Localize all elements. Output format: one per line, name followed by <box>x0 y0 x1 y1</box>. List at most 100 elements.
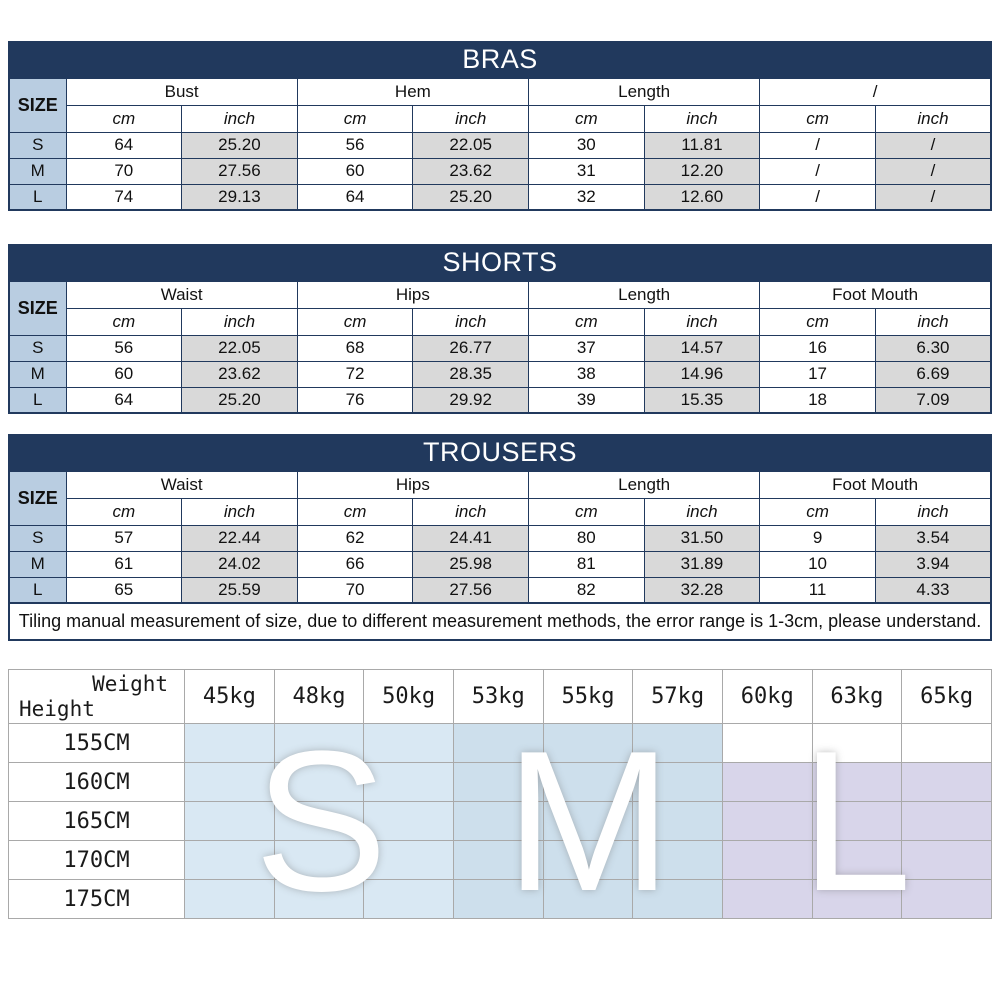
grid-cell <box>452 840 544 880</box>
weight-header-row: Weight Height 45kg 48kg 50kg 53kg 55kg 57kg 60… <box>8 669 992 724</box>
grid-cell <box>811 840 903 880</box>
trousers-table: SIZE Waist Hips Length Foot Mouth cm inc… <box>8 470 992 604</box>
grid-cell <box>452 879 544 919</box>
grid-cell <box>184 801 275 841</box>
cm-value: 39 <box>528 386 645 414</box>
unit-inch: inch <box>874 497 992 526</box>
grid-cell <box>273 840 365 880</box>
unit-inch: inch <box>181 497 298 526</box>
height-weight-body: 155CM 160CM 165CM 170CM 175CM <box>8 723 992 919</box>
inch-value: 22.44 <box>181 524 298 552</box>
size-chart-page: BRAS SIZE Bust Hem Length / cm inch cm i… <box>8 41 992 921</box>
group-header-slash: / <box>759 77 992 106</box>
unit-inch: inch <box>412 307 529 336</box>
size-row: M 70 27.56 60 23.62 31 12.20// <box>8 157 992 185</box>
grid-cell <box>363 801 454 841</box>
grid-cell <box>452 801 544 841</box>
height-row: 155CM <box>8 723 992 763</box>
inch-value: 27.56 <box>412 576 529 604</box>
shorts-rows: S 56 22.05 68 26.77 37 14.57 16 6.30 M 60 23.62 72 28… <box>8 334 992 414</box>
weight-header: 53kg <box>452 669 544 724</box>
group-header-length: Length <box>527 280 761 309</box>
grid-cell <box>721 840 813 880</box>
unit-header-row: cm inch cm inch cm inch cm inch <box>9 104 992 133</box>
size-row: M 60 23.62 72 28.35 38 14.96 17 6.69 <box>8 360 992 388</box>
inch-value: 25.20 <box>181 131 298 159</box>
cm-value: / <box>759 157 876 185</box>
size-header: SIZE <box>8 77 67 133</box>
size-row: S 56 22.05 68 26.77 37 14.57 16 6.30 <box>8 334 992 362</box>
inch-value: 12.20 <box>643 157 761 185</box>
height-row: 175CM <box>8 879 992 919</box>
height-axis-label: Height <box>19 697 95 721</box>
cm-value: 60 <box>65 360 183 388</box>
bras-title: BRAS <box>8 41 992 77</box>
cm-value: 11 <box>759 576 876 604</box>
inch-value: 14.57 <box>643 334 761 362</box>
size-value: S <box>8 524 67 552</box>
inch-value: 4.33 <box>874 576 992 604</box>
grid-cell <box>363 879 454 919</box>
cm-value: 30 <box>528 131 645 159</box>
size-value: M <box>8 550 67 578</box>
unit-inch: inch <box>412 104 529 133</box>
group-header-row: SIZE Waist Hips Length Foot Mouth <box>8 280 992 336</box>
inch-value: 12.60 <box>643 183 761 211</box>
size-row: M 61 24.02 66 25.98 81 31.89 10 3.94 <box>8 550 992 578</box>
shorts-table: SIZE Waist Hips Length Foot Mouth cm inc… <box>8 280 992 414</box>
inch-value: 31.50 <box>643 524 761 552</box>
cm-value: 65 <box>65 576 183 604</box>
inch-value: 25.59 <box>181 576 298 604</box>
grid-cell <box>363 840 454 880</box>
grid-cell <box>721 801 813 841</box>
inch-value: 28.35 <box>412 360 529 388</box>
inch-value: 3.94 <box>874 550 992 578</box>
group-header-waist: Waist <box>65 280 298 309</box>
inch-value: 23.62 <box>181 360 298 388</box>
unit-cm: cm <box>65 497 183 526</box>
height-weight-chart: Weight Height 45kg 48kg 50kg 53kg 55kg 57kg 60… <box>8 669 992 921</box>
unit-inch: inch <box>874 104 992 133</box>
grid-cell <box>542 879 634 919</box>
size-value: M <box>8 157 67 185</box>
weight-header: 55kg <box>542 669 634 724</box>
height-header: 160CM <box>8 762 185 802</box>
cm-value: 64 <box>65 131 183 159</box>
bras-rows: S 64 25.20 56 22.05 30 11.81// M 70 27.56 60 23.62 3… <box>8 131 992 211</box>
grid-cell <box>632 762 723 802</box>
unit-cm: cm <box>65 307 183 336</box>
size-row: L 64 25.20 76 29.92 39 15.35 18 7.09 <box>8 386 992 414</box>
cm-value: 76 <box>296 386 414 414</box>
grid-cell <box>811 723 903 763</box>
inch-value: 14.96 <box>643 360 761 388</box>
unit-cm: cm <box>528 497 645 526</box>
cm-value: 32 <box>528 183 645 211</box>
inch-value: 31.89 <box>643 550 761 578</box>
unit-cm: cm <box>528 307 645 336</box>
unit-cm: cm <box>296 307 414 336</box>
unit-cm: cm <box>759 307 876 336</box>
cm-value: 70 <box>296 576 414 604</box>
cm-value: 60 <box>296 157 414 185</box>
inch-value: 22.05 <box>412 131 529 159</box>
height-header: 165CM <box>8 801 185 841</box>
weight-header: 63kg <box>811 669 903 724</box>
weight-height-corner-cell: Weight Height <box>8 669 185 724</box>
inch-value: 6.69 <box>874 360 992 388</box>
cm-value: 74 <box>65 183 183 211</box>
grid-cell <box>901 840 992 880</box>
cm-value: 64 <box>65 386 183 414</box>
unit-inch: inch <box>643 497 761 526</box>
cm-value: 80 <box>528 524 645 552</box>
unit-cm: cm <box>759 104 876 133</box>
inch-value: 23.62 <box>412 157 529 185</box>
group-header-row: SIZE Waist Hips Length Foot Mouth <box>8 470 992 526</box>
cm-value: 64 <box>296 183 414 211</box>
cm-value: 17 <box>759 360 876 388</box>
inch-value: / <box>874 131 992 159</box>
inch-value: 24.02 <box>181 550 298 578</box>
cm-value: 70 <box>65 157 183 185</box>
height-row: 165CM <box>8 801 992 841</box>
inch-value: 3.54 <box>874 524 992 552</box>
bras-table: SIZE Bust Hem Length / cm inch cm inch c… <box>8 77 992 211</box>
